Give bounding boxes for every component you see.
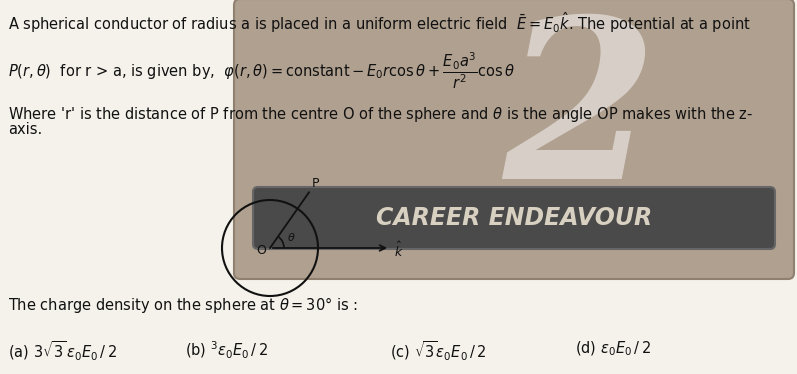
Text: (b) $^3\varepsilon_0 E_0\,/\,2$: (b) $^3\varepsilon_0 E_0\,/\,2$ [185,340,268,361]
Text: (a) $3\sqrt{3}\,\varepsilon_0 E_0\,/\,2$: (a) $3\sqrt{3}\,\varepsilon_0 E_0\,/\,2$ [8,340,117,363]
Text: CAREER ENDEAVOUR: CAREER ENDEAVOUR [376,206,652,230]
Text: $\theta$: $\theta$ [287,231,296,243]
Text: A spherical conductor of radius a is placed in a uniform electric field  $\bar{E: A spherical conductor of radius a is pla… [8,10,751,35]
Text: Where 'r' is the distance of P from the centre O of the sphere and $\theta$ is t: Where 'r' is the distance of P from the … [8,105,753,124]
Text: $P(r,\theta)$  for r > a, is given by,  $\varphi(r,\theta)=\mathrm{constant}-E_0: $P(r,\theta)$ for r > a, is given by, $\… [8,50,515,91]
FancyBboxPatch shape [253,187,775,249]
Text: O: O [256,243,266,257]
Text: P: P [312,177,320,190]
Text: $\hat{k}$: $\hat{k}$ [394,240,403,260]
Text: The charge density on the sphere at $\theta=30°$ is :: The charge density on the sphere at $\th… [8,295,358,315]
FancyBboxPatch shape [234,0,794,279]
Text: (c) $\sqrt{3}\varepsilon_0 E_0\,/\,2$: (c) $\sqrt{3}\varepsilon_0 E_0\,/\,2$ [390,340,486,363]
Text: axis.: axis. [8,122,42,137]
Text: (d) $\varepsilon_0 E_0\,/\,2$: (d) $\varepsilon_0 E_0\,/\,2$ [575,340,651,358]
Text: 2: 2 [502,9,657,226]
